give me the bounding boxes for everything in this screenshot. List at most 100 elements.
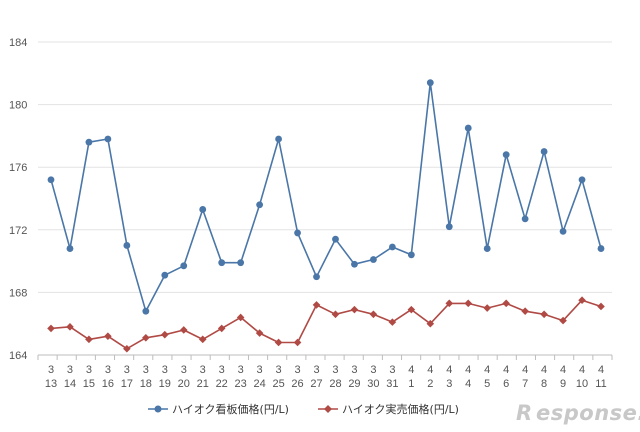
x-tick-month: 4 — [598, 364, 604, 376]
data-point-diamond — [142, 333, 150, 342]
y-tick-label-176: 176 — [9, 162, 27, 174]
data-point-diamond — [123, 344, 131, 353]
legend: ハイオク看板価格(円/L) ハイオク実売価格(円/L) — [148, 402, 459, 416]
x-tick-month: 3 — [143, 364, 149, 376]
x-tick-month: 3 — [200, 364, 206, 376]
x-tick-day: 8 — [541, 378, 547, 390]
data-point-diamond — [464, 299, 473, 308]
data-point-diamond — [369, 310, 378, 319]
data-point-diamond — [388, 318, 397, 326]
x-tick-month: 3 — [48, 364, 54, 376]
x-tick-month: 4 — [560, 364, 566, 376]
series-lines — [47, 79, 605, 353]
data-point-diamond — [160, 330, 169, 339]
data-point-diamond — [445, 299, 454, 308]
data-point-circle — [180, 262, 188, 270]
y-tick-label-168: 168 — [9, 287, 27, 299]
x-tick-labels: 3133143153163173183193203213223233243253… — [45, 364, 607, 390]
y-tick-label-172: 172 — [9, 225, 27, 237]
data-point-diamond — [236, 313, 245, 322]
gridlines — [38, 41, 612, 293]
x-tick-day: 24 — [253, 378, 265, 390]
x-tick-day: 18 — [140, 378, 152, 390]
data-point-circle — [540, 148, 548, 155]
data-point-circle — [237, 259, 245, 267]
y-tick-label-164: 164 — [9, 350, 27, 362]
data-point-circle — [104, 135, 112, 143]
data-point-diamond — [559, 316, 567, 325]
x-tick-day: 10 — [576, 378, 588, 390]
data-point-circle — [47, 176, 55, 184]
x-tick-day: 6 — [503, 378, 509, 390]
data-point-diamond — [597, 302, 605, 311]
x-tick-day: 30 — [367, 378, 379, 390]
data-point-circle — [256, 201, 264, 209]
data-point-diamond — [293, 338, 302, 347]
x-tick-day: 25 — [272, 378, 284, 390]
x-tick-month: 4 — [503, 364, 509, 376]
data-point-circle — [85, 138, 93, 146]
x-tick-day: 15 — [83, 378, 95, 390]
data-point-diamond — [540, 310, 548, 319]
data-point-circle — [294, 229, 301, 237]
x-tick-month: 4 — [408, 364, 414, 376]
x-tick-day: 9 — [560, 378, 566, 390]
data-point-diamond — [521, 307, 529, 315]
data-point-diamond — [255, 329, 264, 337]
data-point-circle — [275, 135, 282, 143]
data-point-diamond — [502, 299, 510, 308]
data-point-circle — [161, 271, 169, 279]
response-watermark-logo: R esponse. — [516, 401, 640, 425]
data-point-diamond — [350, 305, 359, 314]
watermark-r-mark: R — [516, 401, 533, 425]
data-point-circle — [578, 176, 586, 184]
data-point-circle — [521, 215, 529, 223]
data-point-diamond — [578, 296, 586, 305]
y-tick-label-180: 180 — [9, 100, 27, 112]
series-line-0 — [50, 81, 602, 313]
x-tick-month: 3 — [276, 364, 282, 376]
x-tick-month: 3 — [67, 364, 73, 376]
x-tick-day: 31 — [386, 378, 398, 390]
x-tick-month: 3 — [294, 364, 300, 376]
x-tick-month: 4 — [427, 364, 433, 376]
x-tick-month: 4 — [541, 364, 547, 376]
x-tick-month: 4 — [579, 364, 585, 376]
legend-marker-diamond — [324, 405, 332, 413]
data-point-circle — [445, 223, 453, 231]
data-point-diamond — [331, 310, 340, 319]
x-tick-month: 3 — [219, 364, 225, 376]
data-point-circle — [559, 227, 567, 235]
axes — [37, 354, 613, 360]
data-point-circle — [199, 206, 207, 213]
x-tick-day: 23 — [235, 378, 247, 390]
x-tick-day: 29 — [348, 378, 360, 390]
x-tick-day: 5 — [484, 378, 490, 390]
x-tick-month: 4 — [465, 364, 471, 376]
x-tick-day: 28 — [329, 378, 341, 390]
data-point-circle — [502, 151, 510, 159]
series-1 — [47, 296, 605, 353]
data-point-circle — [313, 273, 320, 281]
x-tick-day: 3 — [446, 378, 452, 390]
x-tick-day: 17 — [121, 378, 133, 390]
x-tick-month: 4 — [522, 364, 528, 376]
x-tick-day: 14 — [64, 378, 76, 390]
data-point-diamond — [66, 323, 74, 331]
data-point-diamond — [407, 305, 416, 314]
x-tick-month: 3 — [351, 364, 357, 376]
legend-item-signboard-price: ハイオク看板価格(円/L) — [148, 402, 289, 416]
data-point-circle — [407, 251, 415, 259]
data-point-diamond — [426, 319, 435, 328]
x-tick-month: 3 — [389, 364, 395, 376]
series-line-1 — [50, 299, 602, 350]
x-tick-day: 4 — [465, 378, 471, 390]
x-tick-month: 4 — [446, 364, 452, 376]
x-tick-day: 11 — [595, 378, 606, 390]
legend-label-actual-price: ハイオク実売価格(円/L) — [342, 402, 459, 416]
x-tick-month: 3 — [86, 364, 92, 376]
data-point-circle — [388, 243, 396, 251]
x-tick-day: 16 — [102, 378, 114, 390]
series-0 — [47, 79, 605, 315]
